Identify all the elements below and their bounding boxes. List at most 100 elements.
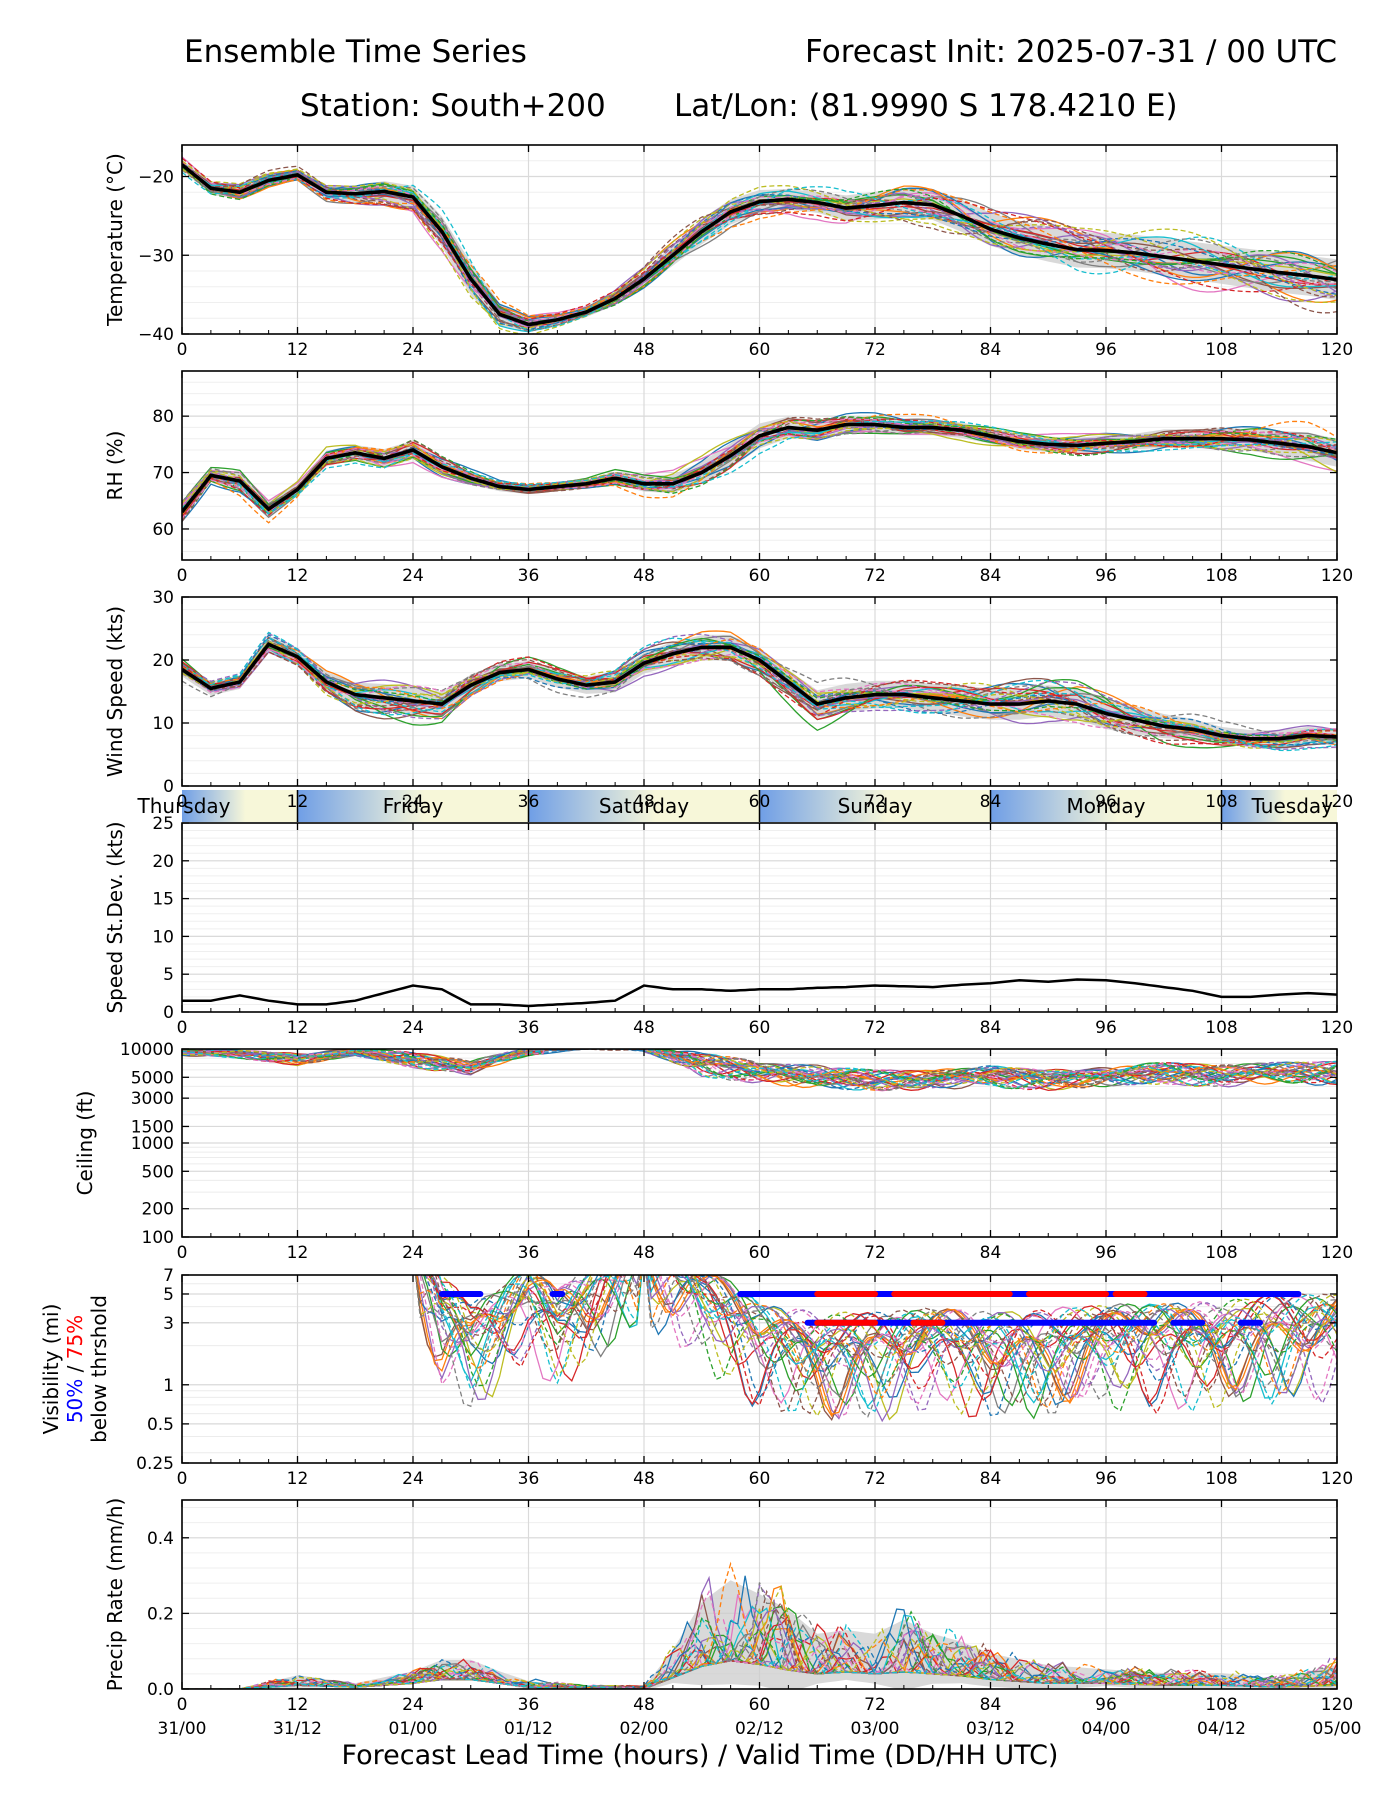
y-tick-label: −40 xyxy=(138,325,174,345)
ensemble-member-line xyxy=(414,1275,1337,1418)
x-tick-label: 12 xyxy=(287,1243,309,1263)
x-tick-label: 48 xyxy=(633,792,655,812)
x-tick-label: 108 xyxy=(1205,1695,1237,1715)
ensemble-member-line xyxy=(428,1275,1337,1420)
ensemble-member-line xyxy=(436,1275,1337,1418)
x-tick-label: 96 xyxy=(1095,566,1117,586)
y-axis-label: Wind Speed (kts) xyxy=(103,606,127,777)
ensemble-member-line xyxy=(434,1275,1337,1413)
rh-mean-line xyxy=(182,422,1337,514)
ensemble-member-line xyxy=(182,157,1337,320)
x-tick-label: 60 xyxy=(749,340,771,360)
station-label: Station: South+200 xyxy=(300,88,606,124)
x-tick-label: 108 xyxy=(1205,340,1237,360)
ensemble-member-line xyxy=(182,165,1337,324)
y-tick-label: 0 xyxy=(163,1003,174,1023)
x-tick-label: 84 xyxy=(980,1018,1002,1038)
valid-time-label: 01/00 xyxy=(389,1719,438,1739)
x-tick-label: 72 xyxy=(864,1018,886,1038)
ensemble-member-line xyxy=(182,169,1337,332)
y-tick-label: 15 xyxy=(152,890,174,910)
latlon-label: Lat/Lon: (81.9990 S 178.4210 E) xyxy=(674,88,1178,124)
ensemble-member-line xyxy=(431,1275,1337,1423)
x-tick-label: 0 xyxy=(177,1695,188,1715)
x-tick-label: 84 xyxy=(980,566,1002,586)
ensemble-member-line xyxy=(182,424,1337,509)
rh-plot-area xyxy=(182,412,1337,524)
x-tick-label: 120 xyxy=(1321,566,1353,586)
x-tick-label: 0 xyxy=(177,1018,188,1038)
x-tick-label: 84 xyxy=(980,792,1002,812)
y-tick-label: 60 xyxy=(152,520,174,540)
x-tick-label: 108 xyxy=(1205,566,1237,586)
x-tick-label: 60 xyxy=(749,1243,771,1263)
x-tick-label: 36 xyxy=(518,1469,540,1489)
y-axis-label: Speed St.Dev. (kts) xyxy=(103,821,127,1013)
ensemble-member-line xyxy=(182,1627,1337,1689)
x-tick-label: 60 xyxy=(749,566,771,586)
ensemble-member-line xyxy=(182,161,1337,318)
y-tick-label: 10000 xyxy=(120,1040,174,1060)
x-tick-label: 48 xyxy=(633,1243,655,1263)
y-tick-label: 30 xyxy=(152,588,174,608)
wind_speed-mean-line xyxy=(182,642,1337,741)
ensemble-member-line xyxy=(415,1275,1337,1415)
ensemble-member-line xyxy=(182,638,1337,744)
day-label: Thursday xyxy=(137,794,231,818)
ensemble-member-line xyxy=(420,1275,1337,1414)
y-tick-label: 0.0 xyxy=(147,1680,174,1700)
y-tick-label: 0.2 xyxy=(147,1604,174,1624)
legend-75pct: 75% xyxy=(63,1315,87,1359)
ensemble-member-line xyxy=(182,168,1337,334)
x-tick-label: 12 xyxy=(287,792,309,812)
ensemble-member-line xyxy=(182,161,1337,317)
x-tick-label: 24 xyxy=(402,1695,424,1715)
x-tick-label: 24 xyxy=(402,340,424,360)
x-tick-label: 36 xyxy=(518,566,540,586)
y-tick-label: −20 xyxy=(138,168,174,188)
day-label: Sunday xyxy=(838,794,913,818)
x-tick-label: 96 xyxy=(1095,1018,1117,1038)
threshold-legend-suffix: below thrshold xyxy=(87,1295,111,1443)
y-tick-label: 500 xyxy=(142,1162,174,1182)
visibility-panel: 0.25 0.5 1 3 57 0 12 24 36 48 60 72 84 96 108 120 Visibi… xyxy=(39,1266,1353,1489)
x-tick-label: 48 xyxy=(633,1469,655,1489)
y-tick-label: 100 xyxy=(142,1228,174,1248)
y-tick-label: 0.5 xyxy=(147,1415,174,1435)
valid-time-label: 03/12 xyxy=(966,1719,1015,1739)
ensemble-member-line xyxy=(182,651,1337,745)
y-tick-label: 80 xyxy=(152,407,174,427)
temperature-mean-line xyxy=(182,163,1337,327)
ensemble-member-line xyxy=(182,639,1337,741)
y-tick-label: 0.4 xyxy=(147,1529,174,1549)
x-tick-label: 12 xyxy=(287,340,309,360)
x-tick-label: 72 xyxy=(864,1695,886,1715)
day-label: Friday xyxy=(383,794,444,818)
y-tick-label: 1 xyxy=(163,1376,174,1396)
y-tick-label: 10 xyxy=(152,714,174,734)
x-tick-label: 72 xyxy=(864,566,886,586)
x-tick-label: 48 xyxy=(633,1695,655,1715)
x-tick-label: 120 xyxy=(1321,340,1353,360)
x-tick-label: 60 xyxy=(749,792,771,812)
x-tick-label: 36 xyxy=(518,792,540,812)
x-tick-label: 120 xyxy=(1321,1243,1353,1263)
x-tick-label: 0 xyxy=(177,340,188,360)
ensemble-member-line xyxy=(182,420,1337,515)
x-tick-label: 120 xyxy=(1321,1695,1353,1715)
day-band-segment xyxy=(182,790,298,822)
x-tick-label: 24 xyxy=(402,566,424,586)
x-tick-label: 120 xyxy=(1321,1018,1353,1038)
x-tick-label: 12 xyxy=(287,1018,309,1038)
x-tick-label: 36 xyxy=(518,1018,540,1038)
ensemble-member-line xyxy=(182,1049,1337,1089)
day-band-segment xyxy=(1221,790,1337,822)
x-tick-label: 60 xyxy=(749,1695,771,1715)
speed_stdev-mean-line xyxy=(182,978,1337,1008)
y-tick-label: −30 xyxy=(138,246,174,266)
y-tick-label: 5 xyxy=(163,965,174,985)
y-tick-label: 1000 xyxy=(131,1134,174,1154)
day-band-segment xyxy=(990,790,1222,822)
y-axis-label: Precip Rate (mm/h) xyxy=(103,1498,127,1692)
x-tick-label: 96 xyxy=(1095,1243,1117,1263)
